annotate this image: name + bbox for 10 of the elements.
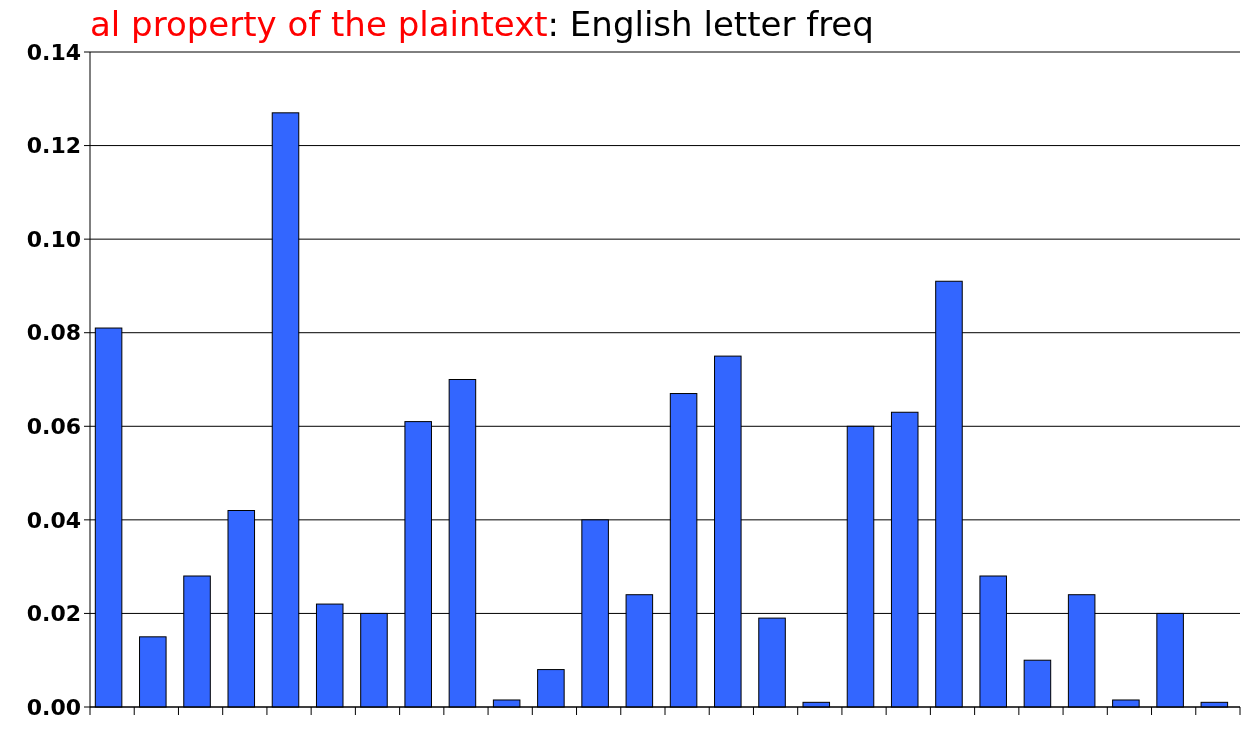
y-tick-label: 0.12 <box>26 133 81 159</box>
chart-title: al property of the plaintext <box>90 4 548 44</box>
chart-subtitle: : English letter freq <box>547 4 874 44</box>
y-tick-label: 0.08 <box>26 320 81 346</box>
y-tick-label: 0.04 <box>26 507 81 533</box>
y-tick-label: 0.02 <box>26 601 81 627</box>
y-tick-label: 0.00 <box>26 694 81 720</box>
y-tick-label: 0.10 <box>26 226 81 252</box>
y-tick-label: 0.14 <box>26 39 81 65</box>
y-tick-label: 0.06 <box>26 413 81 439</box>
